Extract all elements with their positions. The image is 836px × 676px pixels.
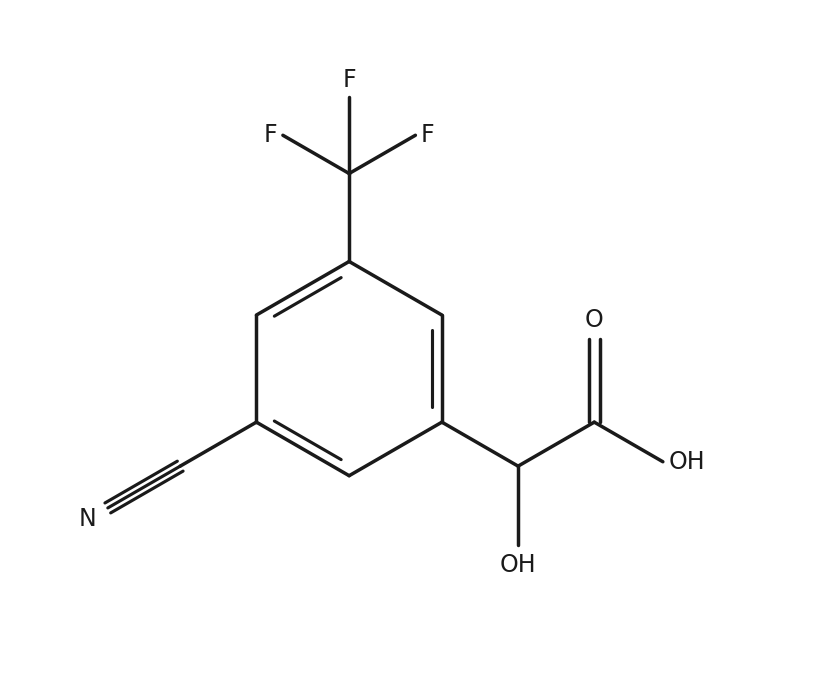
Text: F: F — [264, 123, 278, 147]
Text: O: O — [585, 308, 604, 333]
Text: OH: OH — [500, 553, 537, 577]
Text: N: N — [79, 508, 97, 531]
Text: F: F — [342, 68, 356, 92]
Text: OH: OH — [669, 450, 706, 474]
Text: F: F — [421, 123, 435, 147]
